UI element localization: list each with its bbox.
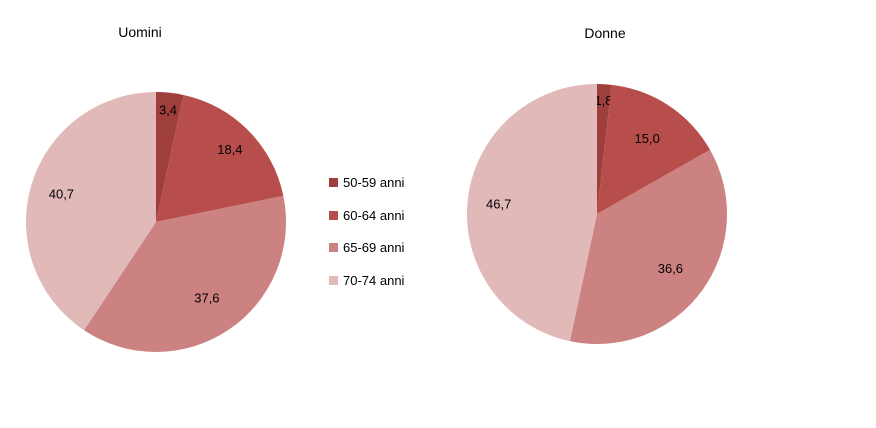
data-label-70-74: 46,7 [486,197,511,212]
pie-slice-70-74 [466,84,597,342]
data-label-50-59: 3,4 [159,103,177,118]
pie-slice-65-69 [569,149,728,345]
legend-label-65-69: 65-69 anni [343,240,405,255]
pie-slice-50-59 [597,84,612,214]
chart-title-donne: Donne [584,25,625,41]
data-label-70-74: 40,7 [49,186,74,201]
pie-donne: 1,8 15,0 36,6 46,7 [466,84,728,345]
pie-slice-60-64 [597,84,711,214]
pie-slice-50-59 [156,92,184,222]
pie-uomini: 3,4 18,4 37,6 40,7 [25,92,287,353]
legend-swatch-50-59 [329,178,338,187]
data-label-65-69: 36,6 [658,261,683,276]
data-label-65-69: 37,6 [194,291,219,306]
pie-slice-65-69 [84,195,287,353]
pie-slice-60-64 [156,94,284,222]
chart-title-uomini: Uomini [118,24,162,40]
data-label-60-64: 15,0 [635,131,660,146]
pie-slice-70-74 [25,92,156,331]
data-label-60-64: 18,4 [217,142,242,157]
legend-swatch-65-69 [329,243,338,252]
legend: 50-59 anni 60-64 anni 65-69 anni 70-74 a… [329,175,405,288]
legend-swatch-60-64 [329,211,338,220]
legend-label-70-74: 70-74 anni [343,273,405,288]
data-label-50-59: 1,8 [594,93,612,108]
legend-label-60-64: 60-64 anni [343,208,405,223]
legend-swatch-70-74 [329,276,338,285]
legend-label-50-59: 50-59 anni [343,175,405,190]
